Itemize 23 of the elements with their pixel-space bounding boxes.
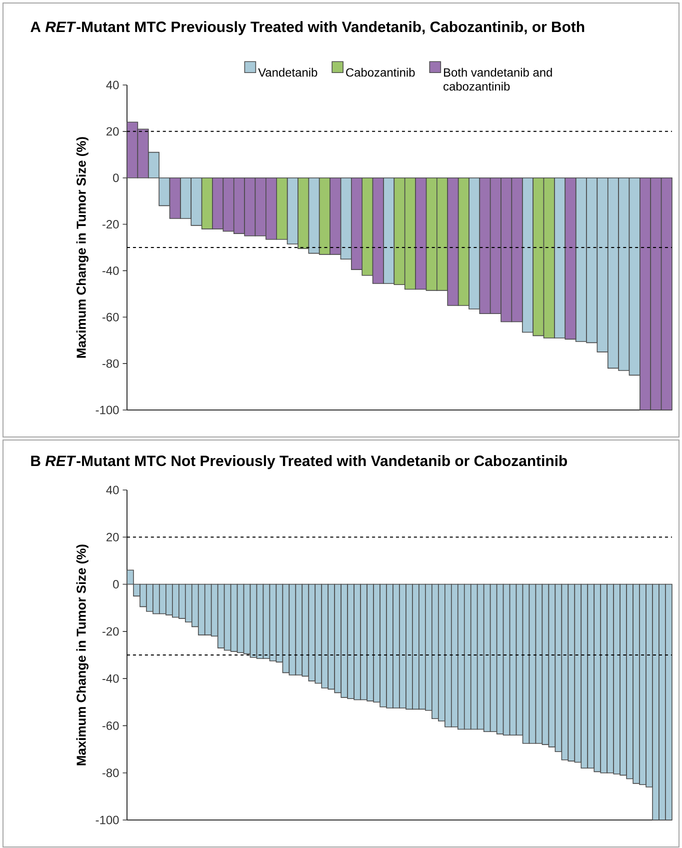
y-tick-label: 20 (106, 127, 119, 136)
y-tick-label: -20 (102, 220, 119, 228)
y-tick-label: 20 (106, 532, 119, 542)
y-tick-label: -100 (96, 816, 119, 824)
y-tick-label: -60 (102, 312, 119, 322)
chart-title: A RET-Mutant MTC Previously Treated with Vandetanib, Cabozantinib, or Both (30, 21, 584, 36)
legend-label: Both vandetanib and cabozantinib (444, 68, 552, 91)
y-tick-label: 0 (113, 580, 119, 588)
y-tick-label: -40 (102, 674, 119, 683)
y-axis-title: Maximum Change in Tumor Size (%) (76, 544, 88, 766)
chart-title: B RET-Mutant MTC Not Previously Treated with Vandetanib or Cabozantinib (31, 455, 567, 470)
legend-label: Vandetanib (258, 68, 318, 77)
y-axis-title: Maximum Change in Tumor Size (%) (76, 137, 88, 358)
y-tick-label: -80 (102, 768, 119, 778)
y-tick-label: 0 (113, 174, 119, 182)
y-tick-label: -100 (96, 406, 119, 414)
y-tick-label: -80 (102, 359, 119, 368)
y-tick-label: -60 (102, 721, 119, 730)
y-tick-label: 40 (106, 486, 119, 494)
legend-label: Cabozantinib (346, 68, 415, 77)
y-tick-label: 40 (106, 80, 119, 90)
y-tick-label: -40 (102, 266, 119, 275)
y-tick-label: -20 (102, 627, 119, 636)
